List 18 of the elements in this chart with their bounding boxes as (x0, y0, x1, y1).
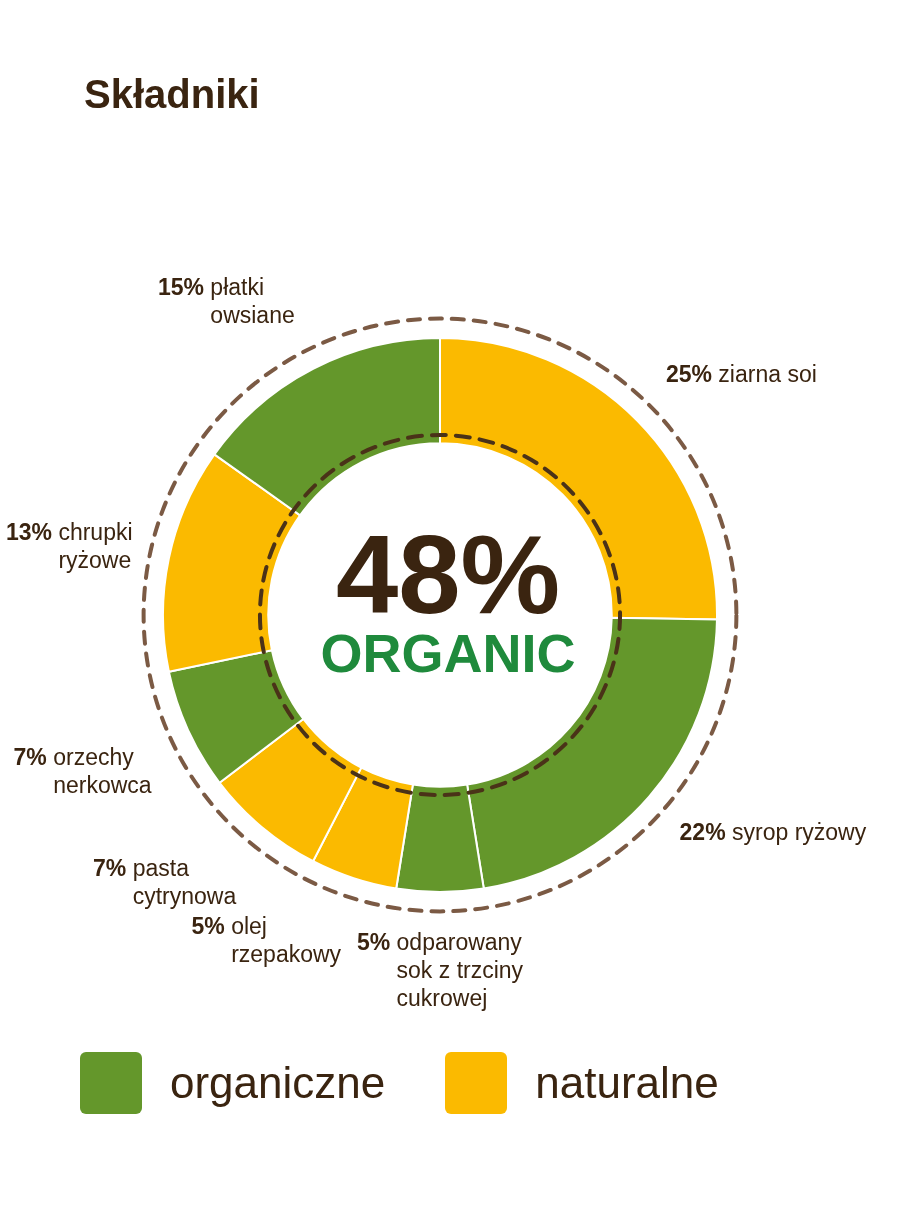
text: naturalne (535, 1057, 719, 1109)
data-label: 7% (13, 743, 47, 770)
slice-label: ziarna soi (718, 361, 817, 388)
data-label: 5% (356, 928, 391, 955)
text: organiczne (170, 1057, 386, 1109)
data-label: 25% (665, 361, 712, 388)
data-label: 5% (191, 913, 225, 940)
slice-label: orzechy nerkowca (53, 743, 152, 798)
data-label: 22% (679, 819, 726, 846)
slice-label: olej rzepakowy (231, 913, 342, 968)
data-label: 13% (6, 518, 53, 545)
slice-label: syrop ryżowy (732, 819, 867, 846)
slice-label: płatki owsiane (210, 274, 295, 329)
slice-label: odparowany sok z trzciny cukrowej (396, 928, 524, 1011)
data-label: 7% (93, 854, 127, 881)
data-label: 15% (157, 274, 204, 301)
slice-label: chrupki ryżowe (58, 518, 133, 573)
chart-title: Składniki (84, 71, 260, 118)
